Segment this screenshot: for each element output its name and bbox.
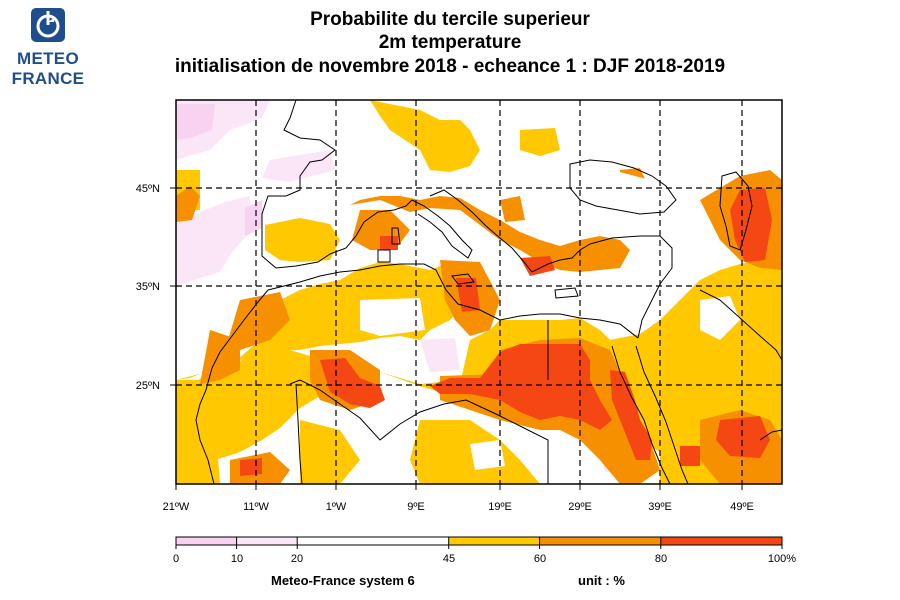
lon-label-1w: 1ºW (326, 501, 347, 513)
lat-label-25n: 25ºN (136, 380, 160, 392)
lat-label-35n: 35ºN (136, 281, 160, 293)
logo-text-line2: FRANCE (11, 69, 85, 88)
colorbar-bin-45-60 (448, 537, 540, 545)
map-frame (175, 99, 783, 485)
colorbar-bin-60-80 (539, 537, 661, 545)
lon-label-21w: 21ºW (163, 501, 190, 513)
colorbar-label-60: 60 (534, 553, 546, 565)
lon-label-39e: 39ºE (648, 501, 672, 513)
chart-period: initialisation de novembre 2018 - echean… (174, 56, 726, 77)
chart-title: Probabilite du tercile superieur (310, 9, 590, 30)
colorbar-label-10: 10 (231, 553, 243, 565)
colorbar-label-0: 0 (173, 553, 179, 565)
chart-subtitle: 2m temperature (378, 32, 522, 53)
lon-label-49e: 49ºE (730, 501, 754, 513)
colorbar-label-45: 45 (443, 553, 455, 565)
axis-ticks (170, 187, 743, 490)
colorbar-label-20: 20 (291, 553, 303, 565)
no-signal-zones (360, 112, 770, 470)
unit-label: unit : % (578, 573, 625, 588)
meteo-france-logo: METEO FRANCE (8, 8, 88, 88)
lon-label-9e: 9ºE (407, 501, 424, 513)
colorbar-label-80: 80 (655, 553, 667, 565)
colorbar-bin-0-10 (176, 537, 237, 545)
coastlines (195, 100, 782, 484)
colorbar-label-100: 100% (768, 553, 796, 565)
lon-label-29e: 29ºE (568, 501, 592, 513)
lat-label-45n: 45ºN (136, 183, 160, 195)
colorbar-bin-10-20 (236, 537, 298, 545)
colorbar-bin-80-100 (660, 537, 782, 545)
lon-label-19e: 19ºE (488, 501, 512, 513)
colorbar-bin-20-45 (297, 537, 449, 545)
system-label: Meteo-France system 6 (271, 573, 415, 588)
meteo-france-logo-icon (31, 8, 65, 42)
graticule (176, 100, 782, 484)
lon-label-11w: 11ºW (243, 501, 269, 513)
colorbar: 0 10 20 45 60 80 100% (173, 536, 796, 565)
logo-text-line1: METEO (17, 49, 79, 68)
